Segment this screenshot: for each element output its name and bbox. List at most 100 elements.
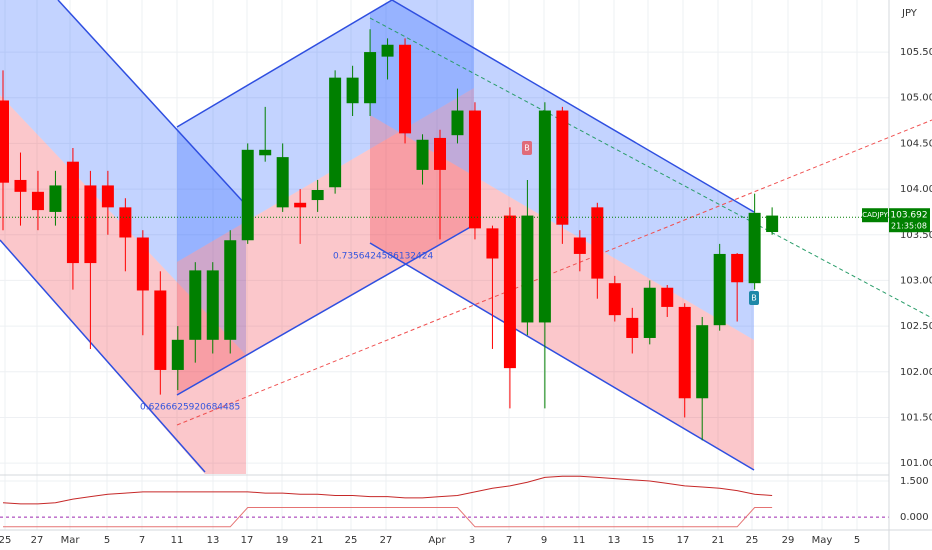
candle-body xyxy=(119,207,132,238)
candle-body xyxy=(0,100,9,183)
y-tick-label: 103.500 xyxy=(900,230,932,241)
signal-label: B xyxy=(524,144,530,153)
x-tick-label: 17 xyxy=(241,535,254,546)
signal-marker xyxy=(522,141,532,155)
signal-marker xyxy=(749,291,759,305)
price-tag-value: 103.692 xyxy=(890,211,927,221)
channel-line xyxy=(391,0,755,213)
candle-body xyxy=(329,77,342,188)
candle-body xyxy=(626,317,639,338)
indicator-line xyxy=(3,507,773,528)
candle-body xyxy=(521,215,534,323)
candle-body xyxy=(259,149,272,156)
candle-body xyxy=(381,44,394,57)
candle-body xyxy=(311,190,324,201)
y-tick-label: 105.500 xyxy=(900,47,932,58)
candle-body xyxy=(171,339,184,370)
candle-body xyxy=(206,270,219,340)
candle-body xyxy=(49,185,62,212)
candle-body xyxy=(503,215,516,369)
candle-body xyxy=(748,212,761,284)
x-tick-label: 19 xyxy=(276,535,289,546)
channel-fill xyxy=(177,88,474,395)
channel-line xyxy=(369,242,755,471)
candle-body xyxy=(451,110,464,136)
candle-body xyxy=(696,325,709,399)
candle-body xyxy=(608,283,621,316)
y-tick-label: 104.000 xyxy=(900,184,932,195)
y-tick-label: 102.500 xyxy=(900,321,932,332)
x-tick-label: 25 xyxy=(345,535,358,546)
signal-label: B xyxy=(751,294,757,303)
candle-body xyxy=(14,179,27,192)
candle-body xyxy=(31,191,44,211)
candle-body xyxy=(591,207,604,279)
channel-line xyxy=(176,0,393,128)
channel-fill xyxy=(0,95,246,474)
x-tick-label: May xyxy=(812,535,833,546)
annotation: 0.7356424586132424 xyxy=(333,252,433,262)
candle-body xyxy=(416,139,429,170)
annotation: 0.6266625920684485 xyxy=(140,403,240,413)
x-tick-label: 11 xyxy=(573,535,586,546)
indicator-tick-label: 1.500 xyxy=(900,476,929,487)
x-tick-label: 7 xyxy=(506,535,512,546)
price-tag xyxy=(889,208,930,233)
x-tick-label: Mar xyxy=(61,535,81,546)
candle-body xyxy=(154,290,167,370)
channel-fill xyxy=(0,0,246,355)
candle-body xyxy=(434,137,446,170)
candle-body xyxy=(643,287,656,338)
candle-body xyxy=(713,253,726,326)
x-tick-label: 25 xyxy=(0,535,11,546)
channel-line xyxy=(176,224,475,396)
x-tick-label: 29 xyxy=(782,535,795,546)
price-tag-countdown: 21:35:08 xyxy=(891,222,927,231)
candle-body xyxy=(276,157,289,208)
candle-body xyxy=(66,161,79,264)
candle-body xyxy=(731,253,744,283)
indicator-tick-label: 0.000 xyxy=(900,512,929,523)
channel-line xyxy=(57,0,247,206)
y-tick-label: 103.000 xyxy=(900,275,932,286)
x-tick-label: 15 xyxy=(642,535,655,546)
x-tick-label: 7 xyxy=(139,535,145,546)
trend-line xyxy=(176,119,932,426)
x-tick-label: 27 xyxy=(380,535,393,546)
candle-body xyxy=(101,185,114,208)
x-tick-label: 21 xyxy=(712,535,725,546)
x-tick-label: 21 xyxy=(311,535,324,546)
candle-body xyxy=(346,77,359,104)
candle-body xyxy=(556,110,569,225)
candle-body xyxy=(189,270,202,340)
x-tick-label: 9 xyxy=(541,535,547,546)
candle-body xyxy=(766,215,779,233)
y-tick-label: 105.000 xyxy=(900,93,932,104)
candle-body xyxy=(294,202,307,208)
candle-body xyxy=(468,110,481,229)
channel-line xyxy=(0,239,206,473)
currency-label: JPY xyxy=(901,8,918,19)
candle-body xyxy=(538,110,551,323)
x-tick-label: 3 xyxy=(469,535,475,546)
candle-body xyxy=(84,185,97,264)
y-tick-label: 101.000 xyxy=(900,458,932,469)
x-tick-label: 5 xyxy=(854,535,860,546)
candle-body xyxy=(486,228,499,259)
x-tick-label: 13 xyxy=(608,535,621,546)
y-tick-label: 101.500 xyxy=(900,412,932,423)
x-tick-label: 17 xyxy=(677,535,690,546)
candle-body xyxy=(399,44,412,134)
candle-body xyxy=(573,237,586,254)
price-tag xyxy=(862,208,888,223)
candle-body xyxy=(364,52,377,104)
x-tick-label: 5 xyxy=(104,535,110,546)
x-tick-label: 13 xyxy=(207,535,220,546)
x-tick-label: 27 xyxy=(31,535,44,546)
x-tick-label: 25 xyxy=(746,535,759,546)
candle-body xyxy=(224,240,237,340)
candle-body xyxy=(136,237,149,291)
price-tag-symbol: CADJPY xyxy=(862,211,888,219)
x-tick-label: Apr xyxy=(428,535,446,546)
